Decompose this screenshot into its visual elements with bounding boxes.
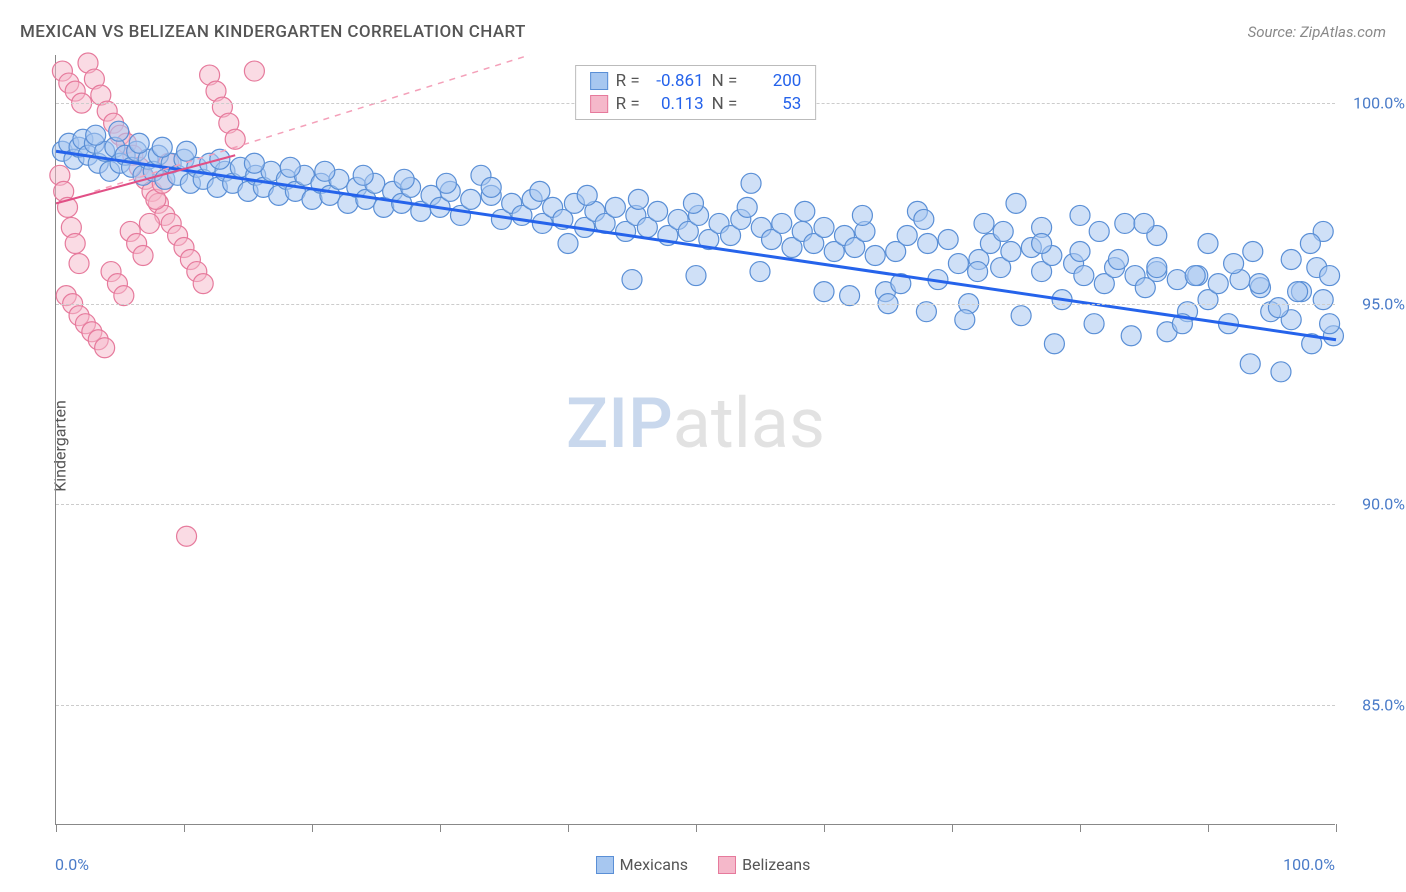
- stats-legend: R = -0.861 N = 200 R = 0.113 N = 53: [575, 65, 817, 120]
- swatch-belizeans-icon: [718, 856, 736, 874]
- swatch-belizeans: [590, 95, 608, 113]
- bottom-legend: Mexicans Belizeans: [0, 855, 1406, 874]
- y-tick-label: 85.0%: [1345, 695, 1405, 714]
- source-credit: Source: ZipAtlas.com: [1248, 23, 1386, 41]
- swatch-mexicans: [590, 72, 608, 90]
- y-tick-label: 95.0%: [1345, 294, 1405, 313]
- stats-row-mexicans: R = -0.861 N = 200: [590, 71, 802, 91]
- plot-area: ZIPatlas R = -0.861 N = 200 R = 0.113 N …: [55, 55, 1335, 825]
- chart-svg: [56, 55, 1335, 824]
- legend-item-mexicans: Mexicans: [596, 855, 688, 874]
- y-tick-label: 100.0%: [1345, 94, 1405, 113]
- stats-row-belizeans: R = 0.113 N = 53: [590, 94, 802, 114]
- chart-title: MEXICAN VS BELIZEAN KINDERGARTEN CORRELA…: [20, 22, 526, 42]
- legend-item-belizeans: Belizeans: [718, 855, 810, 874]
- y-tick-label: 90.0%: [1345, 495, 1405, 514]
- swatch-mexicans-icon: [596, 856, 614, 874]
